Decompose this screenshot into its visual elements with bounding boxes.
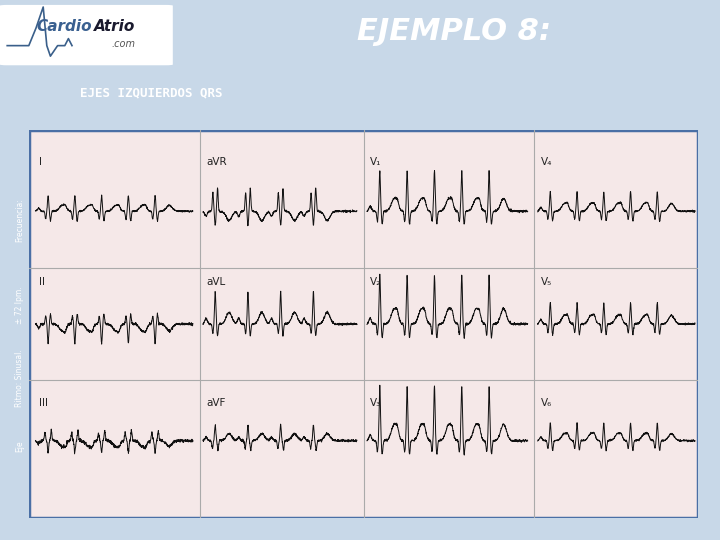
Text: Atrio: Atrio (94, 19, 135, 34)
FancyBboxPatch shape (0, 5, 173, 65)
Text: EJEMPLO 8:: EJEMPLO 8: (356, 17, 551, 46)
Text: V₂: V₂ (370, 278, 382, 287)
Text: aVR: aVR (206, 157, 227, 167)
Text: V₄: V₄ (541, 157, 552, 167)
Text: Cardio: Cardio (36, 19, 91, 34)
FancyBboxPatch shape (29, 130, 698, 518)
Text: V₁: V₁ (370, 157, 382, 167)
Text: aVF: aVF (206, 398, 225, 408)
Text: II: II (39, 278, 45, 287)
Text: V₆: V₆ (541, 398, 552, 408)
Text: EJES IZQUIERDOS QRS: EJES IZQUIERDOS QRS (80, 86, 222, 100)
Text: V₃: V₃ (370, 398, 382, 408)
Text: I: I (39, 157, 42, 167)
Text: Eje: Eje (15, 440, 24, 452)
Text: .com: .com (112, 38, 135, 49)
Text: aVL: aVL (206, 278, 225, 287)
Text: ± 72 lpm.: ± 72 lpm. (15, 287, 24, 324)
Text: Ritmo: Sinusal.: Ritmo: Sinusal. (15, 349, 24, 407)
Text: III: III (39, 398, 48, 408)
Text: V₅: V₅ (541, 278, 552, 287)
Text: Frecuencia:: Frecuencia: (15, 198, 24, 242)
